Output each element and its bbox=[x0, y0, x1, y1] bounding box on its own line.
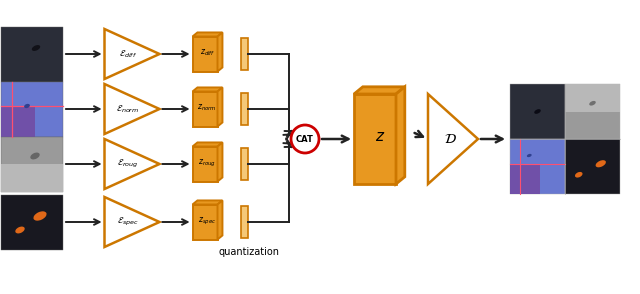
Text: quantization: quantization bbox=[218, 247, 280, 257]
Ellipse shape bbox=[33, 211, 47, 221]
Ellipse shape bbox=[596, 160, 606, 167]
Ellipse shape bbox=[24, 104, 30, 108]
Bar bbox=[565, 84, 620, 111]
Text: $\mathcal{E}_{roug}$: $\mathcal{E}_{roug}$ bbox=[117, 158, 138, 170]
Bar bbox=[510, 84, 565, 139]
Ellipse shape bbox=[534, 109, 541, 114]
Circle shape bbox=[291, 125, 319, 153]
Polygon shape bbox=[396, 87, 405, 184]
Bar bbox=[510, 164, 540, 194]
Text: $z_{norm}$: $z_{norm}$ bbox=[197, 103, 217, 113]
Bar bbox=[1, 164, 63, 191]
Polygon shape bbox=[218, 87, 223, 126]
Polygon shape bbox=[104, 139, 159, 189]
Ellipse shape bbox=[30, 153, 40, 159]
Polygon shape bbox=[193, 201, 223, 205]
Polygon shape bbox=[218, 32, 223, 71]
Polygon shape bbox=[241, 148, 248, 180]
Polygon shape bbox=[241, 38, 248, 70]
Bar bbox=[1, 26, 63, 81]
Ellipse shape bbox=[589, 101, 596, 106]
Text: $\mathcal{E}_{spec}$: $\mathcal{E}_{spec}$ bbox=[116, 216, 138, 228]
Bar bbox=[565, 84, 620, 139]
Ellipse shape bbox=[575, 172, 582, 178]
Polygon shape bbox=[241, 93, 248, 125]
Text: $\mathcal{E}_{diff}$: $\mathcal{E}_{diff}$ bbox=[118, 48, 136, 60]
Bar bbox=[1, 106, 35, 136]
Bar bbox=[510, 139, 565, 194]
Text: $\mathcal{E}_{norm}$: $\mathcal{E}_{norm}$ bbox=[116, 103, 140, 115]
Polygon shape bbox=[193, 32, 223, 36]
Ellipse shape bbox=[32, 45, 40, 51]
Ellipse shape bbox=[527, 154, 532, 157]
Polygon shape bbox=[104, 197, 159, 247]
Text: $z_{diff}$: $z_{diff}$ bbox=[200, 48, 215, 58]
Bar bbox=[1, 81, 63, 136]
Polygon shape bbox=[193, 205, 218, 240]
Text: $z_{roug}$: $z_{roug}$ bbox=[198, 158, 216, 169]
Polygon shape bbox=[193, 143, 223, 146]
Polygon shape bbox=[193, 87, 223, 91]
Polygon shape bbox=[218, 143, 223, 181]
Polygon shape bbox=[193, 36, 218, 71]
Bar bbox=[1, 195, 63, 250]
Bar bbox=[1, 136, 63, 191]
Polygon shape bbox=[241, 206, 248, 238]
Polygon shape bbox=[193, 146, 218, 181]
Polygon shape bbox=[218, 201, 223, 240]
Ellipse shape bbox=[15, 227, 25, 233]
Polygon shape bbox=[428, 94, 478, 184]
Text: $z$: $z$ bbox=[374, 130, 385, 143]
Polygon shape bbox=[354, 94, 396, 184]
Polygon shape bbox=[104, 84, 159, 134]
Text: CAT: CAT bbox=[296, 134, 314, 143]
Bar bbox=[565, 139, 620, 194]
Polygon shape bbox=[104, 29, 159, 79]
Text: $\mathcal{D}$: $\mathcal{D}$ bbox=[444, 132, 457, 146]
Polygon shape bbox=[193, 91, 218, 126]
Polygon shape bbox=[354, 87, 405, 94]
Text: $z_{spec}$: $z_{spec}$ bbox=[198, 216, 216, 227]
